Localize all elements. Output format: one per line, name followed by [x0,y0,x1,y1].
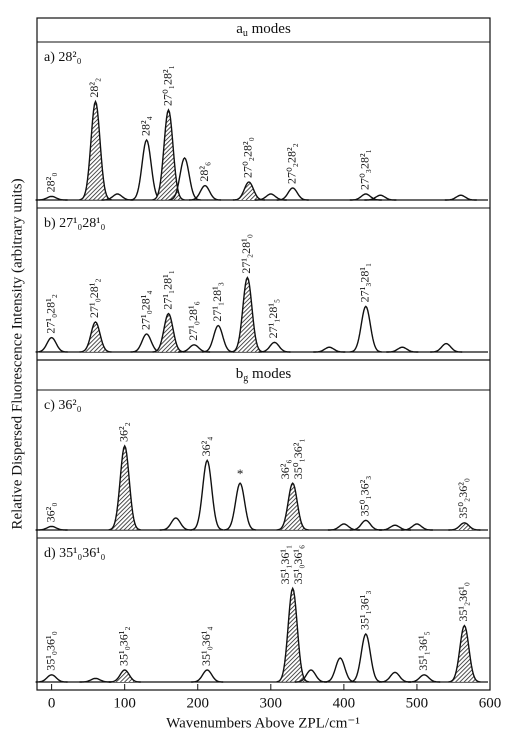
spectrum-peak [35,674,68,683]
spectrum-peak [35,195,68,201]
x-axis-label: Wavenumbers Above ZPL/cm⁻¹ [166,715,360,731]
spectrum-peak [130,138,163,201]
peak-label: 27⁰₁28²₁ [160,65,174,106]
peak-marker: * [237,466,244,481]
peak-label: 35¹₁36¹₅ [416,631,430,671]
spectrum-peak [349,632,382,683]
spectrum-peak [313,346,346,353]
peak-label: 28²₀ [43,173,57,193]
spectrum-peak [159,517,192,531]
x-tick-label: 200 [186,695,209,711]
peak-label: 28²₄ [138,116,152,136]
peak-label: 27¹₁28¹₃ [210,282,224,322]
peak-label: 35¹₀36¹₄ [199,626,213,666]
x-tick-label: 400 [333,695,356,711]
spectrum-peak [188,184,222,201]
peak-label: 35¹₀36¹₀ [43,631,57,671]
spectrum-peak [79,677,112,683]
spectrum-peak [202,324,235,353]
spectrum-peak [276,187,309,201]
spectrum-peak [408,674,441,683]
spectrum-peak [79,321,112,353]
spectrum-peak [79,99,112,201]
peak-label: 28²₆ [197,162,211,182]
spectrum-peak [448,624,481,683]
spectrum-peak [168,157,201,201]
spectrum-peak [224,482,257,531]
peak-label: 27¹₀28¹₆ [186,301,200,341]
spectrum-peak [430,342,463,353]
header-main: a [236,21,243,37]
spectrum-peak [191,459,224,531]
spectrum-peak [35,525,68,531]
header-rest: modes [248,366,291,382]
peak-label: 27⁰₂28²₀ [241,137,255,178]
peak-label: 36²₄ [199,437,213,457]
spectrum-peak [324,657,357,683]
peak-label: 27¹₁28¹₅ [266,299,280,339]
peak-label: 27¹₂28¹₀ [239,234,253,274]
peak-label: 27¹₀28¹₂ [87,278,101,318]
peak-label: 35⁰₂36²₀ [456,478,470,519]
peak-label: 36²₆ [278,459,292,479]
peak-label: 35⁰₁36²₁ [291,438,305,479]
spectrum-peak [349,193,382,201]
header-sub: g [243,373,248,384]
spectrum-peak [101,193,134,201]
spectrum-peak [231,276,264,353]
section-header: au modes [236,21,291,39]
spectrum-peak [379,671,411,683]
spectrum-peak [364,194,397,201]
panel-label: a) 28²₀ [44,50,82,65]
spectrum-peak [400,523,433,531]
spectrum-peak [191,669,224,683]
peak-label: 27⁰₃28²₁ [358,149,372,190]
spectrum-peak [108,669,141,683]
peak-label: 27¹₀28¹₄ [138,290,152,330]
header-rest: modes [248,21,291,37]
peak-label: 35⁰₁36²₃ [358,476,372,517]
x-tick-label: 600 [479,695,502,711]
panel-label: d) 35¹₀36¹₀ [44,546,105,561]
spectrum-peak [152,312,185,353]
spectrum-peak [349,305,382,353]
plot-frame [36,17,491,691]
spectrum-peak [152,108,185,201]
spectrum-peak [386,346,419,353]
peak-label: 27¹₀28¹₂ [43,294,57,334]
header-main: b [236,366,244,382]
peak-label: 27¹₃28¹₁ [358,263,372,303]
spectrum-peak [258,341,291,353]
spectrum-peak [448,522,481,531]
peak-label: 35¹₀36¹₆ [291,545,305,585]
panel-label: c) 36²₀ [44,398,82,413]
spectrum-peak [232,181,265,201]
spectrum-peak [276,586,309,683]
peak-label: 28²₂ [87,78,101,98]
peak-label: 27⁰₂28²₂ [284,143,298,184]
x-tick-label: 100 [113,695,136,711]
spectrum-peak [349,519,382,531]
spectrum-peak [276,482,309,531]
peak-label: 35¹₁36¹₃ [358,590,372,630]
spectrum-peak [444,194,477,201]
peak-label: 35¹₀36¹₂ [116,626,130,666]
y-axis-label: Relative Dispersed Fluorescence Intensit… [9,178,25,529]
spectrum-peak [35,336,68,353]
x-tick-label: 0 [48,695,56,711]
header-sub: u [243,28,248,39]
panel-label: b) 27¹₀28¹₀ [44,216,105,231]
section-header: bg modes [236,366,292,384]
peak-label: 36²₂ [116,422,130,442]
spectrum-peak [295,669,327,683]
peak-label: 35¹₂36¹₀ [456,582,470,622]
peak-label: 35¹₁36¹₁ [278,545,292,585]
spectrum-peak [108,444,141,531]
peak-label: 36²₀ [43,503,57,523]
x-tick-label: 500 [406,695,429,711]
x-tick-label: 300 [260,695,283,711]
peak-label: 27¹₁28¹₁ [160,270,174,310]
